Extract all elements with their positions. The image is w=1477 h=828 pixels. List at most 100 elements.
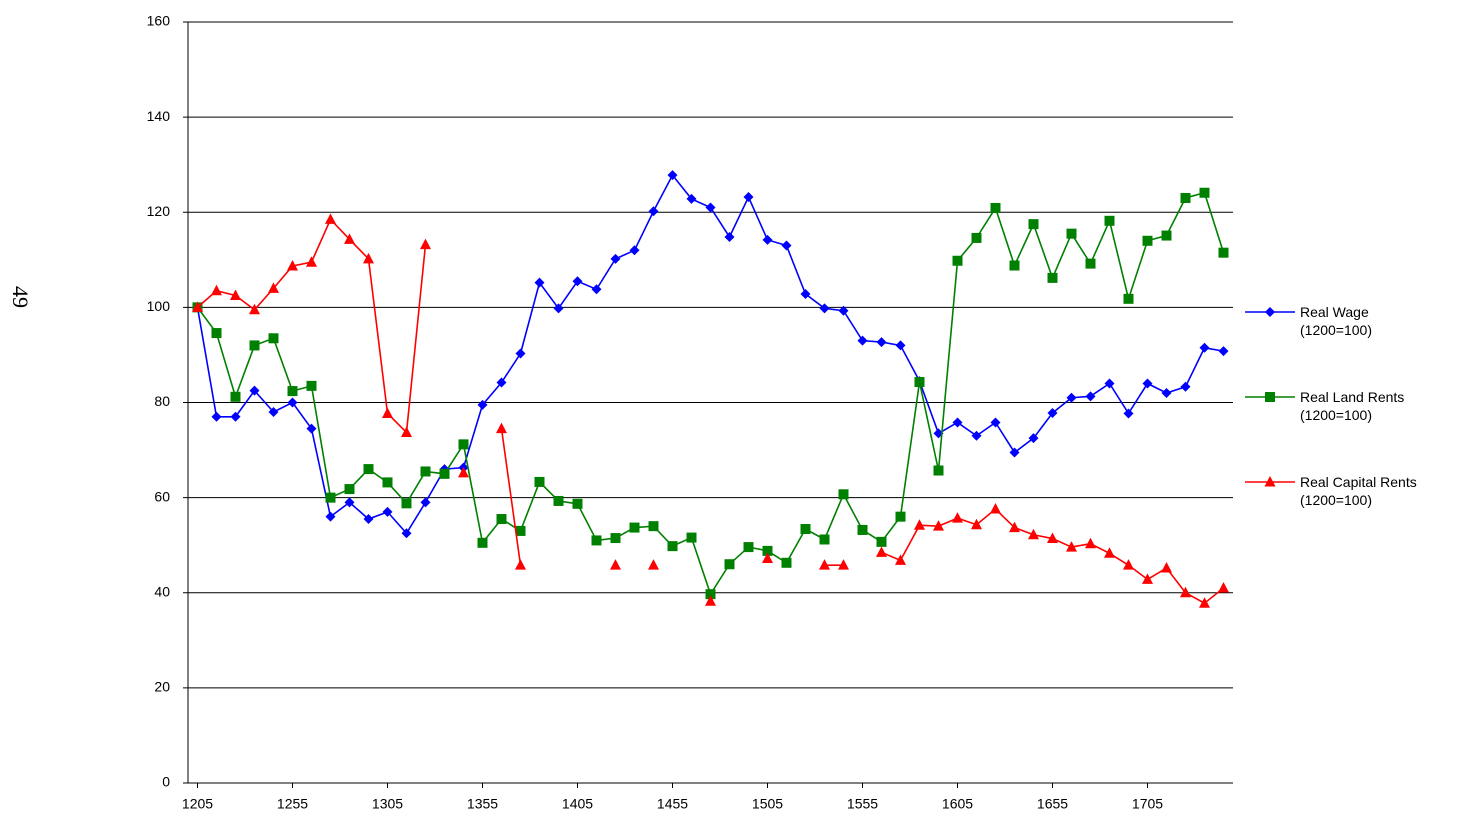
marker [515,559,526,570]
x-tick-label: 1455 [657,796,688,812]
marker [952,417,963,428]
marker [1264,476,1276,487]
y-tick-label: 160 [147,13,171,29]
marker [933,465,944,476]
marker [230,289,241,300]
marker [895,511,906,522]
marker [1104,378,1115,389]
y-tick-label: 80 [154,393,170,409]
marker [534,476,545,487]
marker [1123,559,1134,570]
marker [1218,346,1229,357]
marker [1066,228,1077,239]
marker [762,545,773,556]
marker [876,546,887,557]
marker [572,276,583,287]
marker [838,305,849,316]
marker [1009,447,1020,458]
marker [1123,408,1134,419]
marker [515,525,526,536]
marker [895,340,906,351]
marker [1028,528,1039,540]
y-tick-label: 140 [147,108,171,124]
marker [838,489,849,500]
marker [211,284,222,296]
marker [1104,547,1115,558]
series-line [196,191,1225,597]
marker [610,559,621,570]
marker [1009,260,1020,271]
marker [553,303,564,314]
marker [800,289,811,300]
x-tick-label: 1305 [372,796,403,812]
marker [1199,187,1210,198]
marker [1142,378,1153,389]
marker [1085,537,1096,549]
y-tick-label: 120 [147,203,171,219]
marker [1085,391,1096,402]
marker [819,559,830,570]
marker [1104,215,1115,226]
y-tick-label: 20 [154,679,170,695]
marker [534,277,545,288]
marker [1009,521,1020,533]
marker [705,595,716,606]
marker [458,466,469,478]
marker [591,535,602,546]
marker [420,497,431,508]
marker [363,252,374,264]
x-tick-label: 1255 [277,796,308,812]
marker [1066,541,1077,552]
marker [781,557,792,568]
marker [420,238,431,250]
marker [648,206,659,217]
marker [1085,258,1096,269]
y-tick-label: 100 [147,298,171,314]
marker [1066,392,1077,403]
marker [1142,235,1153,246]
marker [287,386,298,397]
marker [1199,597,1210,608]
x-tick-label: 1505 [752,796,783,812]
marker [819,534,830,545]
marker [610,253,621,264]
marker [1180,192,1191,203]
marker [648,559,659,570]
marker [401,426,412,437]
marker [553,495,564,506]
marker [1047,407,1058,418]
marker [211,328,222,339]
marker [1218,247,1229,258]
marker [971,518,982,530]
y-tick-label: 0 [162,774,170,790]
marker [458,439,469,450]
marker [249,340,260,351]
marker [268,282,279,293]
marker [1161,387,1172,398]
marker [952,512,963,523]
marker [363,464,374,475]
marker [610,533,621,544]
marker [306,423,317,434]
x-tick-label: 1205 [182,796,213,812]
marker [952,255,963,266]
marker [876,536,887,547]
marker [363,514,374,525]
marker [211,411,222,422]
marker [914,377,925,388]
marker [572,498,583,509]
legend-label: Real Wage (1200=100) [1300,304,1373,338]
marker [420,466,431,477]
marker [667,170,678,181]
page-number: 49 [8,286,33,308]
x-tick-label: 1355 [467,796,498,812]
marker [1028,219,1039,230]
marker [971,232,982,243]
x-tick-label: 1405 [562,796,593,812]
marker [230,391,241,402]
marker [838,559,849,570]
marker [382,506,393,517]
marker [1047,532,1058,544]
marker [1028,433,1039,444]
